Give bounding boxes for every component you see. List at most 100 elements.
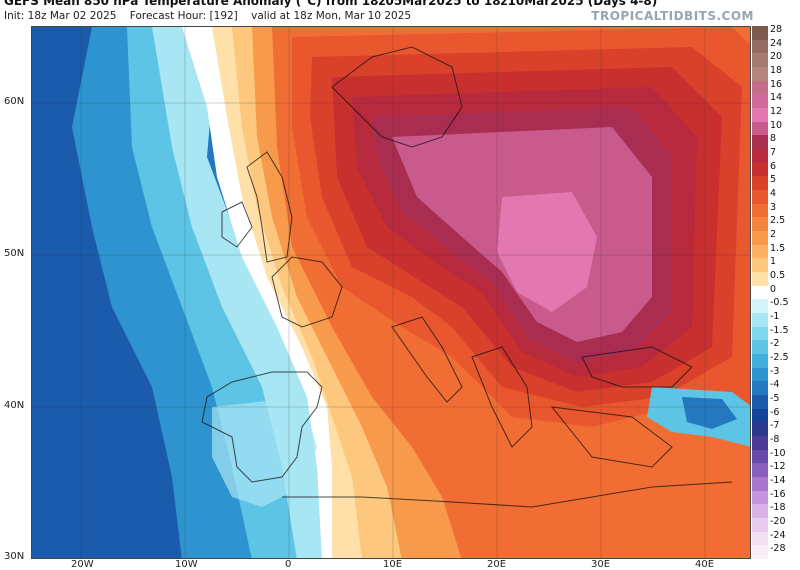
colorbar-swatch [752, 449, 768, 464]
colorbar-label: -7 [770, 420, 780, 432]
colorbar-entry: 10 [752, 120, 800, 136]
colorbar-label: -16 [770, 488, 786, 500]
colorbar-entry: 16 [752, 79, 800, 95]
colorbar-swatch [752, 313, 768, 327]
colorbar-entry: -24 [752, 530, 800, 546]
colorbar-entry: 3 [752, 201, 800, 218]
colorbar-label: 3 [770, 201, 777, 213]
colorbar-entry: 24 [752, 38, 800, 54]
colorbar-label: -12 [770, 461, 786, 473]
colorbar-entry: -20 [752, 516, 800, 532]
colorbar-label: 14 [770, 92, 783, 104]
colorbar-entry: -1.5 [752, 324, 800, 341]
colorbar-label: -6 [770, 406, 780, 418]
colorbar-swatch [752, 231, 768, 245]
colorbar-entry: 5 [752, 174, 800, 190]
lat-label-30n: 30N [4, 551, 25, 562]
colorbar-swatch [752, 162, 768, 177]
colorbar-entry: -1 [752, 311, 800, 327]
colorbar-label: -1.5 [770, 324, 789, 336]
colorbar-entry: 2.5 [752, 215, 800, 231]
colorbar-swatch [752, 53, 768, 67]
colorbar-swatch [752, 463, 768, 477]
colorbar-label: 2 [770, 229, 777, 240]
colorbar-label: 18 [770, 65, 783, 76]
colorbar-entry: -28 [752, 543, 800, 559]
colorbar-entry: 20 [752, 51, 800, 67]
colorbar-swatch [752, 408, 768, 423]
valid-time: valid at 18z Mon, Mar 10 2025 [251, 10, 412, 22]
colorbar-label: -18 [770, 502, 786, 514]
colorbar-entry: 18 [752, 65, 800, 81]
coastlines [201, 46, 733, 508]
colorbar-entry: -14 [752, 475, 800, 491]
colorbar-label: 8 [770, 133, 777, 145]
colorbar-swatch [752, 80, 768, 95]
iberia-cool-patch [212, 397, 317, 507]
colorbar-entry: 0 [752, 284, 800, 300]
colorbar-label: -8 [770, 434, 780, 445]
header: GEFS Mean 850 hPa Temperature Anomaly (°… [0, 0, 800, 26]
colorbar-swatch [752, 299, 768, 313]
colorbar-label: -2.5 [770, 352, 789, 363]
colorbar-swatch [752, 381, 768, 395]
lon-label-10e: 10E [383, 559, 403, 570]
colorbar-label: -3 [770, 365, 780, 377]
colorbar-swatch [752, 135, 768, 149]
colorbar-entry: 7 [752, 147, 800, 163]
colorbar-label: 6 [770, 160, 777, 172]
colorbar-entry: -2.5 [752, 352, 800, 368]
colorbar-label: -2 [770, 338, 780, 350]
colorbar-swatch [752, 367, 768, 382]
colorbar-swatch [752, 26, 768, 40]
colorbar-label: 0.5 [770, 270, 786, 281]
colorbar-swatch [752, 203, 768, 218]
colorbar-swatch [752, 518, 768, 532]
colorbar-entry: 2 [752, 229, 800, 245]
colorbar-entry: -4 [752, 379, 800, 395]
colorbar-label: 20 [770, 51, 783, 63]
lon-label-20w: 20W [71, 559, 94, 570]
colorbar-swatch [752, 244, 768, 259]
colorbar-label: -20 [770, 516, 786, 527]
colorbar-entry: -6 [752, 406, 800, 423]
lon-label-30e: 30E [591, 559, 611, 570]
lat-label-50n: 50N [4, 248, 25, 259]
colorbar-entry: -18 [752, 502, 800, 518]
colorbar-swatch [752, 67, 768, 81]
colorbar-entry: -2 [752, 338, 800, 354]
colorbar-swatch [752, 436, 768, 450]
colorbar-entry: -16 [752, 488, 800, 505]
colorbar-swatch [752, 217, 768, 231]
map-title: GEFS Mean 850 hPa Temperature Anomaly (°… [4, 0, 658, 8]
colorbar-swatch [752, 176, 768, 190]
colorbar-label: -5 [770, 393, 780, 404]
colorbar-legend: 28 24 20 18 16 14 12 10 8 7 6 5 4 3 2.5 2 1.5 1 0.5 0 -0.5 -1… [752, 24, 800, 559]
colorbar-swatch [752, 149, 768, 163]
warm-12-core [497, 192, 597, 312]
init-time: Init: 18z Mar 02 2025 [4, 10, 117, 22]
colorbar-entry: 8 [752, 133, 800, 149]
colorbar-swatch [752, 422, 768, 436]
brand-watermark: TROPICALTIDBITS.COM [591, 9, 754, 23]
colorbar-entry: -12 [752, 461, 800, 477]
lat-label-40n: 40N [4, 400, 25, 411]
colorbar-swatch [752, 326, 768, 341]
colorbar-label: 2.5 [770, 215, 786, 227]
colorbar-swatch [752, 190, 768, 204]
anomaly-map [31, 26, 751, 559]
colorbar-entry: -5 [752, 393, 800, 409]
colorbar-swatch [752, 121, 768, 136]
colorbar-label: 1 [770, 256, 777, 268]
colorbar-swatch [752, 545, 768, 559]
lon-label-10w: 10W [175, 559, 198, 570]
colorbar-entry: -10 [752, 448, 800, 464]
colorbar-entry: 6 [752, 160, 800, 177]
colorbar-label: -28 [770, 543, 786, 555]
colorbar-label: 28 [770, 24, 783, 35]
colorbar-swatch [752, 258, 768, 272]
colorbar-swatch [752, 39, 768, 54]
graticule [32, 27, 750, 558]
colorbar-swatch [752, 340, 768, 354]
anomaly-field [32, 27, 750, 558]
